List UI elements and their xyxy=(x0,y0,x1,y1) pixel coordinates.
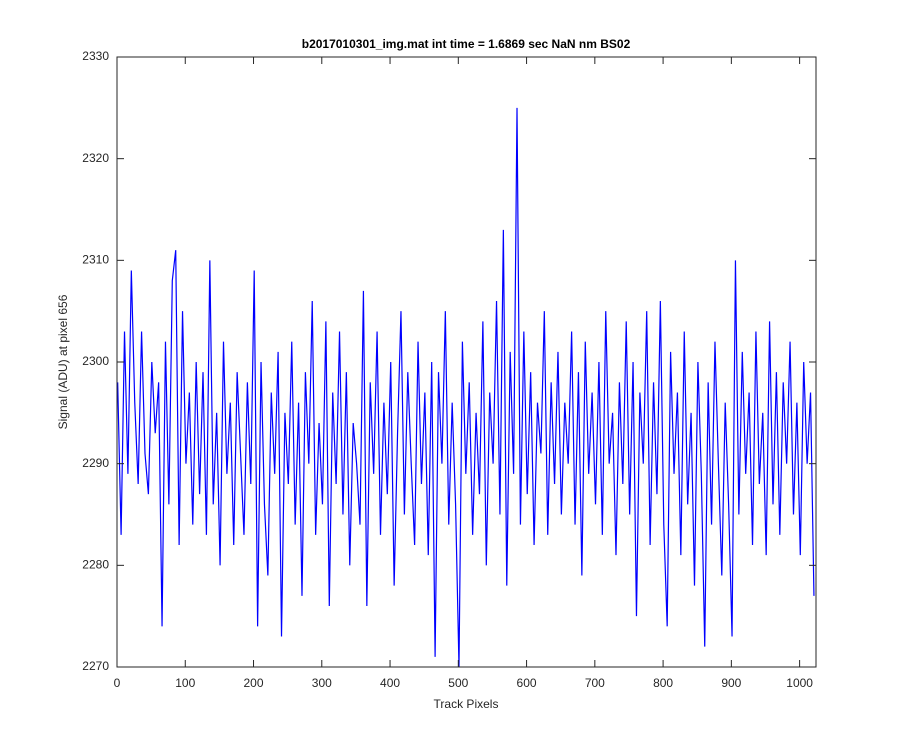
x-tick-label: 500 xyxy=(448,676,468,690)
x-tick-label: 900 xyxy=(721,676,741,690)
x-tick-label: 0 xyxy=(114,676,121,690)
y-tick-label: 2310 xyxy=(82,253,109,267)
y-tick-label: 2330 xyxy=(82,49,109,63)
data-line xyxy=(117,107,815,668)
chart-title: b2017010301_img.mat int time = 1.6869 se… xyxy=(302,37,631,51)
y-tick-label: 2280 xyxy=(82,558,109,572)
x-tick-label: 300 xyxy=(312,676,332,690)
x-tick-label: 200 xyxy=(244,676,264,690)
x-tick-label: 400 xyxy=(380,676,400,690)
y-tick-label: 2300 xyxy=(82,354,109,368)
x-tick-label: 600 xyxy=(517,676,537,690)
x-tick-label: 700 xyxy=(585,676,605,690)
x-axis-label: Track Pixels xyxy=(434,697,499,711)
x-tick-label: 800 xyxy=(653,676,673,690)
x-tick-label: 100 xyxy=(175,676,195,690)
y-tick-label: 2290 xyxy=(82,456,109,470)
y-axis-label: Signal (ADU) at pixel 656 xyxy=(56,294,70,429)
y-tick-label: 2320 xyxy=(82,151,109,165)
x-tick-label: 1000 xyxy=(786,676,813,690)
y-tick-label: 2270 xyxy=(82,659,109,673)
